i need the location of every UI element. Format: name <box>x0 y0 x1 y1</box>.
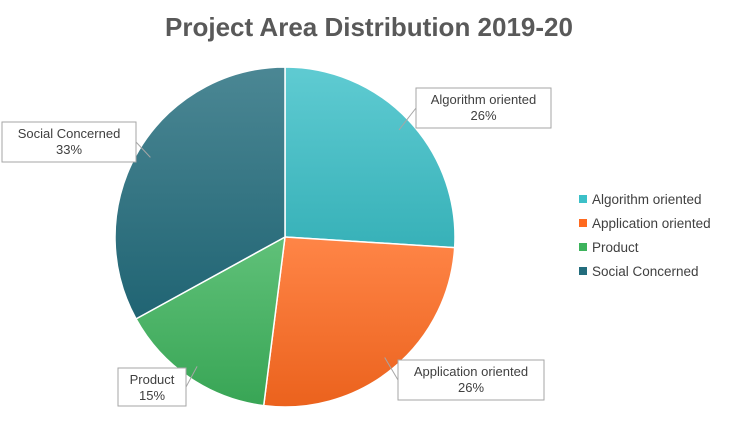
data-label-category: Product <box>130 372 175 387</box>
legend-label: Algorithm oriented <box>592 192 702 207</box>
legend-label: Social Concerned <box>592 264 699 279</box>
legend: Algorithm oriented Application oriented Pr… <box>579 192 711 279</box>
data-label-category: Social Concerned <box>18 126 121 141</box>
data-label-category: Application oriented <box>414 364 528 379</box>
callout-box <box>397 359 545 401</box>
data-label-percent: 33% <box>56 142 82 157</box>
pie-slice-product <box>135 235 286 407</box>
leader-line <box>398 107 417 131</box>
data-label-percent: 26% <box>470 108 496 123</box>
leader-line <box>384 357 399 381</box>
callout-box <box>117 367 187 407</box>
callout-box <box>415 87 552 129</box>
pie-slice-social-concerned <box>114 66 286 320</box>
data-label-percent: 26% <box>458 380 484 395</box>
callout-box <box>1 121 137 163</box>
legend-item-algorithm-oriented: Algorithm oriented <box>579 192 702 207</box>
legend-swatch <box>579 243 587 251</box>
leader-line <box>185 366 198 388</box>
pie-slice-application-oriented <box>262 236 456 408</box>
legend-swatch <box>579 267 587 275</box>
pie-slice-algorithm-oriented <box>284 66 456 249</box>
legend-swatch <box>579 219 587 227</box>
leader-line <box>135 141 151 158</box>
pie-slices <box>114 66 456 408</box>
legend-item-application-oriented: Application oriented <box>579 216 711 231</box>
legend-label: Application oriented <box>592 216 711 231</box>
legend-swatch <box>579 195 587 203</box>
legend-label: Product <box>592 240 639 255</box>
data-label-category: Algorithm oriented <box>431 92 537 107</box>
legend-item-product: Product <box>579 240 639 255</box>
chart-title: Project Area Distribution 2019-20 <box>165 12 573 42</box>
legend-item-social-concerned: Social Concerned <box>579 264 699 279</box>
data-label-percent: 15% <box>139 388 165 403</box>
